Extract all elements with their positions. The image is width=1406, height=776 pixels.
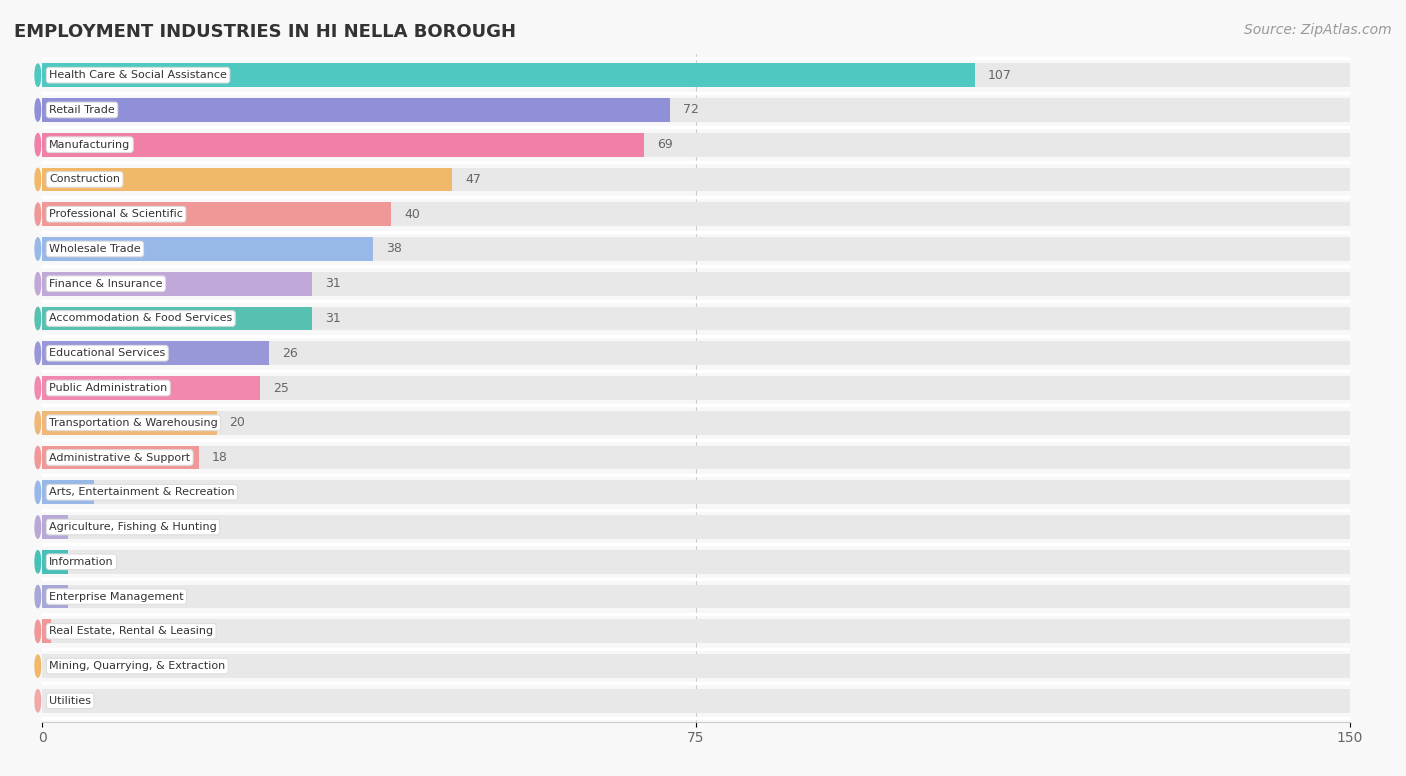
Bar [42, 237, 374, 261]
Bar [42, 445, 1350, 469]
Bar [42, 515, 69, 539]
Bar [42, 133, 644, 157]
Text: Retail Trade: Retail Trade [49, 105, 115, 115]
Text: EMPLOYMENT INDUSTRIES IN HI NELLA BOROUGH: EMPLOYMENT INDUSTRIES IN HI NELLA BOROUG… [14, 23, 516, 41]
Text: Arts, Entertainment & Recreation: Arts, Entertainment & Recreation [49, 487, 235, 497]
Bar [42, 64, 974, 87]
Circle shape [35, 620, 41, 643]
Text: Health Care & Social Assistance: Health Care & Social Assistance [49, 70, 226, 80]
Text: Accommodation & Food Services: Accommodation & Food Services [49, 314, 232, 324]
Bar [42, 133, 1350, 157]
Text: Utilities: Utilities [49, 696, 91, 706]
Bar [42, 98, 669, 122]
Bar [42, 64, 1350, 87]
Circle shape [35, 446, 41, 469]
Text: Construction: Construction [49, 175, 120, 185]
Text: Mining, Quarrying, & Extraction: Mining, Quarrying, & Extraction [49, 661, 225, 671]
Bar [42, 411, 217, 435]
Circle shape [35, 237, 41, 260]
Bar [42, 203, 1350, 226]
Circle shape [35, 307, 41, 330]
Bar [42, 445, 200, 469]
Circle shape [35, 272, 41, 295]
Circle shape [35, 411, 41, 434]
Bar [42, 376, 1350, 400]
Bar [42, 237, 1350, 261]
Text: 6: 6 [107, 486, 115, 499]
Text: Manufacturing: Manufacturing [49, 140, 131, 150]
Text: 72: 72 [683, 103, 699, 116]
Bar [42, 480, 94, 504]
Circle shape [35, 203, 41, 225]
Text: 18: 18 [212, 451, 228, 464]
Bar [42, 515, 1350, 539]
Text: Educational Services: Educational Services [49, 348, 166, 359]
Bar [42, 619, 1350, 643]
Text: 0: 0 [55, 695, 63, 708]
Bar [42, 550, 1350, 573]
Circle shape [35, 516, 41, 539]
Text: Agriculture, Fishing & Hunting: Agriculture, Fishing & Hunting [49, 522, 217, 532]
Text: 107: 107 [988, 68, 1012, 81]
Text: 40: 40 [404, 208, 420, 220]
Circle shape [35, 99, 41, 121]
Bar [42, 341, 1350, 365]
Text: 26: 26 [281, 347, 298, 360]
Circle shape [35, 655, 41, 677]
Text: Public Administration: Public Administration [49, 383, 167, 393]
Bar [42, 376, 260, 400]
Text: Professional & Scientific: Professional & Scientific [49, 210, 183, 219]
Text: 3: 3 [82, 521, 90, 534]
Text: 31: 31 [326, 312, 342, 325]
Circle shape [35, 64, 41, 86]
Bar [42, 341, 269, 365]
Bar [42, 585, 1350, 608]
Text: 20: 20 [229, 416, 246, 429]
Text: Real Estate, Rental & Leasing: Real Estate, Rental & Leasing [49, 626, 214, 636]
Text: Administrative & Support: Administrative & Support [49, 452, 190, 462]
Text: Source: ZipAtlas.com: Source: ZipAtlas.com [1244, 23, 1392, 37]
Circle shape [35, 168, 41, 191]
Bar [42, 480, 1350, 504]
Text: 0: 0 [55, 660, 63, 673]
Bar [42, 272, 312, 296]
Bar [42, 411, 1350, 435]
Bar [42, 550, 69, 573]
Bar [42, 203, 391, 226]
Circle shape [35, 551, 41, 573]
Circle shape [35, 377, 41, 399]
Text: Enterprise Management: Enterprise Management [49, 591, 184, 601]
Bar [42, 654, 1350, 678]
Text: Finance & Insurance: Finance & Insurance [49, 279, 163, 289]
Text: 1: 1 [65, 625, 72, 638]
Bar [42, 585, 69, 608]
Bar [42, 619, 51, 643]
Text: Wholesale Trade: Wholesale Trade [49, 244, 141, 254]
Bar [42, 689, 1350, 712]
Circle shape [35, 481, 41, 504]
Bar [42, 168, 1350, 191]
Bar [42, 168, 451, 191]
Text: Information: Information [49, 557, 114, 566]
Bar [42, 307, 1350, 331]
Circle shape [35, 342, 41, 365]
Bar [42, 272, 1350, 296]
Text: 25: 25 [273, 382, 290, 394]
Text: 69: 69 [657, 138, 672, 151]
Text: 38: 38 [387, 242, 402, 255]
Bar [42, 98, 1350, 122]
Circle shape [35, 690, 41, 712]
Text: Transportation & Warehousing: Transportation & Warehousing [49, 417, 218, 428]
Text: 3: 3 [82, 590, 90, 603]
Text: 47: 47 [465, 173, 481, 186]
Text: 31: 31 [326, 277, 342, 290]
Bar [42, 307, 312, 331]
Circle shape [35, 585, 41, 608]
Circle shape [35, 133, 41, 156]
Text: 3: 3 [82, 556, 90, 568]
